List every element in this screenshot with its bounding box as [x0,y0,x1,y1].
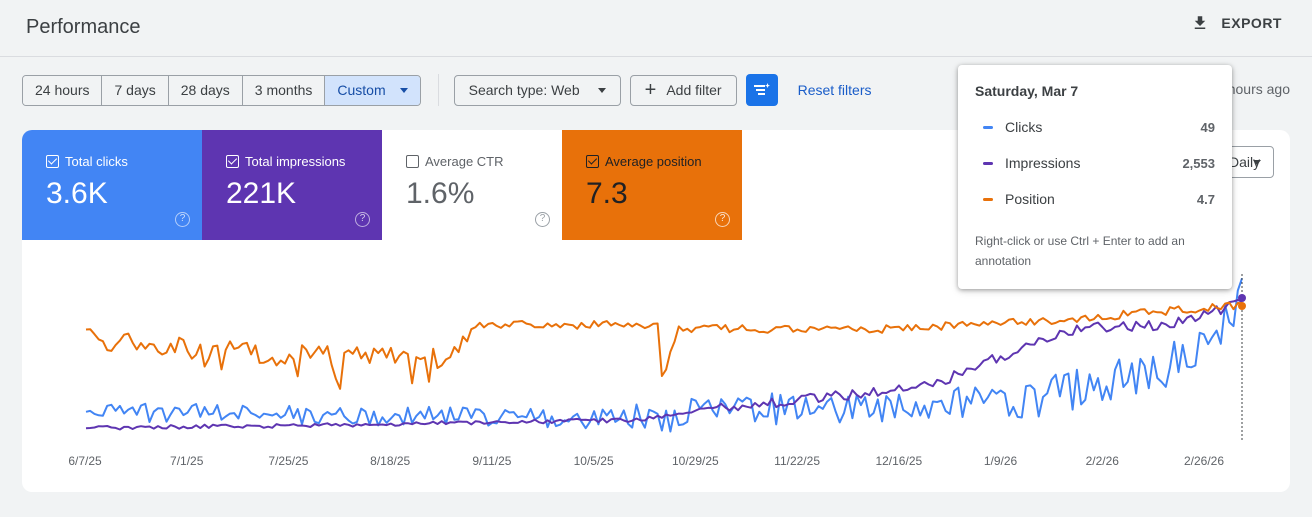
tooltip-row-value: 4.7 [1196,191,1215,207]
filter-sparkle-icon [753,83,770,95]
checkbox-checked-icon [586,155,599,168]
download-icon [1195,16,1206,29]
x-tick-label: 10/5/25 [574,454,614,468]
page-title: Performance [26,16,141,38]
impressions-series-line [85,299,1243,431]
metric-average-ctr[interactable]: Average CTR 1.6% ? [382,130,562,240]
impressions-hover-dot [1238,294,1246,302]
search-type-label: Search type: Web [468,82,580,98]
export-button[interactable]: EXPORT [1191,14,1282,32]
x-tick-label: 12/16/25 [875,454,922,468]
tooltip-row-name: Impressions [1005,155,1081,171]
series-swatch [983,161,993,165]
metric-total-impressions[interactable]: Total impressions 221K ? [202,130,382,240]
x-tick-label: 10/29/25 [672,454,719,468]
chevron-down-icon [399,87,408,93]
checkbox-unchecked-icon [406,155,419,168]
help-icon[interactable]: ? [355,212,370,227]
metric-label: Total clicks [65,154,128,169]
tooltip-row-value: 2,553 [1182,155,1215,171]
tooltip-row-value: 49 [1200,119,1215,135]
metric-value: 221K [226,177,297,210]
date-range-24-hours[interactable]: 24 hours [23,75,103,105]
date-range-3-months[interactable]: 3 months [242,75,326,105]
reset-filters-link[interactable]: Reset filters [797,82,872,98]
tooltip-row-position: Position 4.7 [975,181,1215,217]
tooltip-row-impressions: Impressions 2,553 [975,145,1215,181]
metric-value: 1.6% [406,177,475,210]
filter-bar: 24 hours 7 days 28 days 3 months Custom … [22,74,872,106]
granularity-label: Daily [1229,154,1261,170]
metric-label: Average position [605,154,702,169]
metric-value: 7.3 [586,177,628,210]
export-label: EXPORT [1221,15,1282,31]
series-swatch [983,197,993,201]
series-swatch [983,125,993,129]
date-range-28-days[interactable]: 28 days [168,75,243,105]
x-tick-label: 2/2/26 [1086,454,1120,468]
custom-label: Custom [337,81,386,98]
date-range-selector: 24 hours 7 days 28 days 3 months Custom [22,74,421,106]
position-hover-dot [1238,302,1246,310]
top-bar: Performance EXPORT [0,0,1312,57]
checkbox-checked-icon [46,155,59,168]
position-series-line [85,301,1243,390]
x-tick-label: 2/26/26 [1184,454,1224,468]
plus-icon: + [644,79,657,101]
x-tick-label: 9/11/25 [472,454,511,468]
help-icon[interactable]: ? [175,212,190,227]
filter-settings-button[interactable] [745,74,778,106]
x-tick-label: 1/9/26 [984,454,1018,468]
tooltip-row-name: Position [1005,191,1055,207]
performance-card: Total clicks 3.6K ? Total impressions 22… [22,130,1290,492]
checkbox-checked-icon [226,155,239,168]
help-icon[interactable]: ? [715,212,730,227]
chevron-down-icon [597,87,606,93]
add-filter-label: Add filter [666,82,722,98]
tooltip-row-clicks: Clicks 49 [975,109,1215,145]
x-tick-label: 8/18/25 [370,454,410,468]
add-filter-button[interactable]: + Add filter [629,74,737,106]
performance-chart[interactable]: 6/7/25 7/1/25 7/25/25 8/18/25 9/11/25 10/5/25… [22,260,1290,492]
x-tick-label: 11/22/25 [774,454,820,468]
search-type-dropdown[interactable]: Search type: Web [453,74,621,106]
granularity-dropdown[interactable]: Daily [1222,146,1274,178]
metric-label: Average CTR [425,154,504,169]
x-tick-label: 7/25/25 [268,454,308,468]
tooltip-date: Saturday, Mar 7 [975,83,1079,99]
metric-total-clicks[interactable]: Total clicks 3.6K ? [22,130,202,240]
metric-label: Total impressions [245,154,346,169]
metric-average-position[interactable]: Average position 7.3 ? [562,130,742,240]
divider [437,74,439,106]
clicks-series-line [85,277,1243,433]
chart-tooltip: Saturday, Mar 7 Clicks 49 Impressions 2,… [958,65,1232,289]
tooltip-row-name: Clicks [1005,119,1043,135]
date-range-7-days[interactable]: 7 days [102,75,169,105]
x-tick-label: 6/7/25 [68,454,102,468]
tooltip-hint: Right-click or use Ctrl + Enter to add a… [975,234,1185,268]
chevron-down-icon [1253,159,1261,165]
help-icon[interactable]: ? [535,212,550,227]
metric-value: 3.6K [46,177,108,210]
date-range-custom[interactable]: Custom [325,75,420,105]
x-tick-label: 7/1/25 [170,454,204,468]
